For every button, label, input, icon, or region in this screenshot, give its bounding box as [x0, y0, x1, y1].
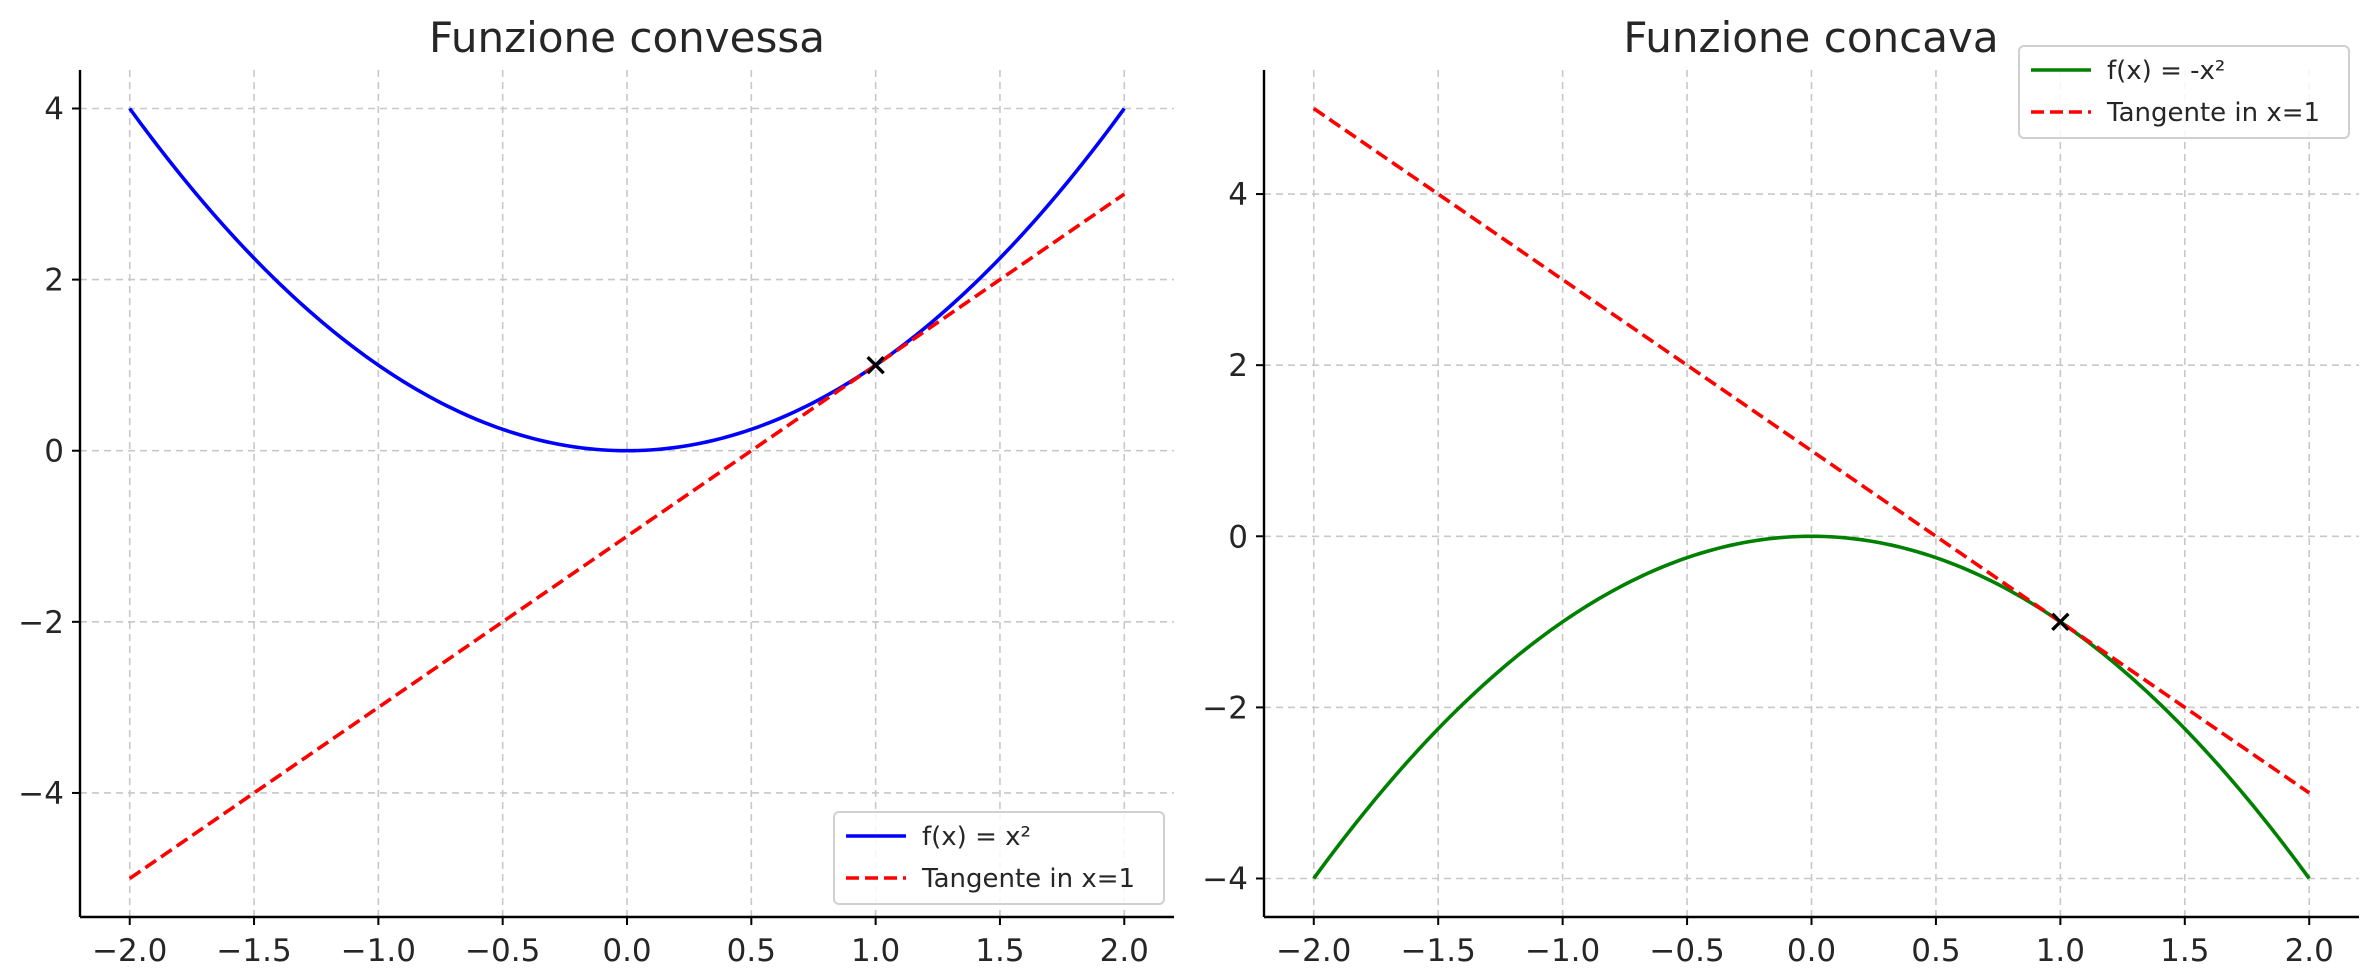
chart-title: Funzione concava	[1623, 13, 1998, 62]
x-tick-label: 1.0	[851, 933, 900, 969]
tangent-point-marker	[866, 355, 885, 375]
subplot-convex: Funzione convessa −2.0 −1.5 −1.0 −0.5 0.0 0.5…	[18, 13, 1174, 969]
x-tick-label: −1.5	[216, 933, 291, 969]
x-tick-label: −2.0	[1276, 933, 1351, 969]
x-tick-label: −1.0	[1525, 933, 1600, 969]
y-tick-label: 0	[44, 434, 64, 470]
x-tick-label: 2.0	[2285, 933, 2334, 969]
tangent-line	[128, 192, 1126, 880]
y-tick-label: 4	[44, 92, 64, 128]
x-tick-label: −0.5	[465, 933, 540, 969]
y-tick-label: −2	[18, 605, 64, 641]
legend-label: Tangente in x=1	[2106, 98, 2320, 128]
x-tick-label: 0.0	[602, 933, 651, 969]
x-tick-label: 0.5	[1911, 933, 1960, 969]
legend: f(x) = -x² Tangente in x=1	[2018, 45, 2350, 139]
legend-box	[833, 811, 1165, 905]
x-tick-label: −2.0	[92, 933, 167, 969]
x-tick-label: −1.0	[341, 933, 416, 969]
marker-stroke	[866, 355, 885, 375]
y-tick-label: 4	[1228, 177, 1248, 213]
y-tick-label: 2	[44, 263, 64, 299]
x-tick-label: 0.0	[1787, 933, 1836, 969]
y-tick-label: −4	[1202, 862, 1248, 898]
y-tick-label: −4	[18, 776, 64, 812]
x-tick-label: −0.5	[1649, 933, 1724, 969]
y-tick-label: 0	[1228, 519, 1248, 555]
y-tick-label: 2	[1228, 348, 1248, 384]
tangent-point-marker	[2051, 612, 2070, 632]
marker-stroke	[2051, 612, 2070, 632]
y-tick-label: −2	[1202, 690, 1248, 726]
x-tick-label: 0.5	[727, 933, 776, 969]
x-tick-label: 1.0	[2036, 933, 2085, 969]
legend-label: Tangente in x=1	[921, 864, 1135, 894]
legend-label: f(x) = -x²	[2107, 56, 2225, 86]
legend: f(x) = x² Tangente in x=1	[833, 811, 1165, 905]
subplot-concave: Funzione concava −2.0 −1.5 −1.0 −0.5 0.0 0.5 1…	[1202, 13, 2359, 969]
legend-label: f(x) = x²	[922, 822, 1031, 852]
function-curve	[128, 107, 1126, 453]
x-tick-label: 1.5	[975, 933, 1024, 969]
legend-box	[2018, 45, 2350, 139]
tangent-line	[1312, 107, 2311, 795]
chart-title: Funzione convessa	[429, 13, 825, 62]
x-tick-label: −1.5	[1401, 933, 1476, 969]
x-tick-label: 2.0	[1100, 933, 1149, 969]
x-tick-label: 1.5	[2160, 933, 2209, 969]
function-curve	[1312, 534, 2311, 880]
